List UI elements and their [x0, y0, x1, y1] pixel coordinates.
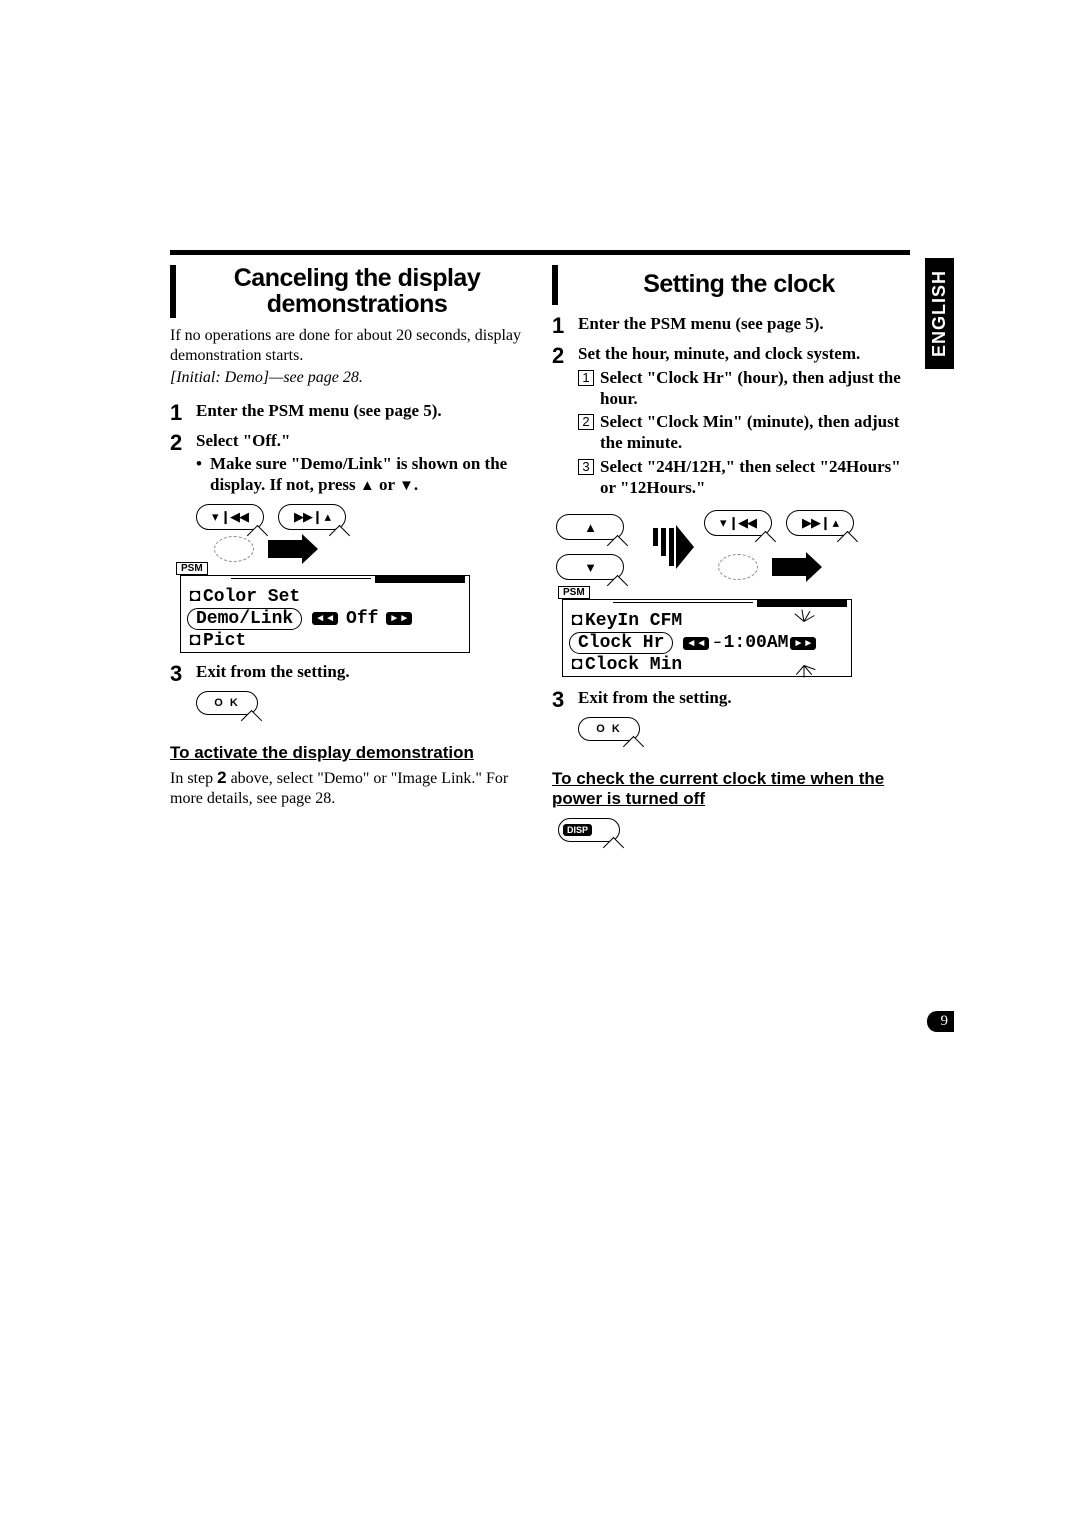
- page-number: 9: [927, 1011, 955, 1032]
- down-icon: ▼: [584, 560, 596, 575]
- section-title-cancel-demo: Canceling the display demonstrations: [186, 265, 528, 318]
- up-marker-icon: ◘: [569, 611, 585, 631]
- section-title-clock: Setting the clock: [568, 265, 910, 305]
- bullet-marker: •: [196, 453, 210, 496]
- lcd-value: 1:00AM: [724, 633, 789, 653]
- sunburst-icon: [775, 654, 845, 676]
- prev-icon: ▾ ❙◀◀: [212, 509, 248, 525]
- next-chip-icon: ►►: [386, 612, 412, 625]
- step-2-bullet: Make sure "Demo/Link" is shown on the di…: [210, 453, 528, 496]
- step-number: 1: [170, 400, 196, 424]
- triangle-up-icon: ▲: [360, 478, 375, 494]
- next-chip-icon: ►►: [790, 637, 816, 650]
- ok-button[interactable]: O K: [578, 717, 640, 741]
- sub-2-text: Select "Clock Min" (minute), then adjust…: [600, 411, 910, 454]
- subhead-check-clock: To check the current clock time when the…: [552, 769, 910, 810]
- lcd-row-top: Color Set: [203, 587, 463, 607]
- right-column: Setting the clock 1 Enter the PSM menu (…: [552, 265, 910, 842]
- step-1-text: Enter the PSM menu (see page 5).: [196, 400, 528, 421]
- step-number: 3: [552, 687, 578, 711]
- manual-page: ENGLISH Canceling the display demonstrat…: [170, 250, 910, 842]
- lcd-row-top: KeyIn CFM: [585, 611, 775, 631]
- lcd-row-bottom: Pict: [203, 631, 463, 651]
- language-tab: ENGLISH: [925, 258, 954, 369]
- step-number: 1: [552, 313, 578, 337]
- intro-ref: [Initial: Demo]—see page 28.: [170, 368, 528, 388]
- disp-button[interactable]: DISP: [558, 818, 620, 842]
- next-track-button[interactable]: ▶▶❙ ▴: [278, 504, 346, 530]
- big-arrow-icon: [652, 514, 694, 580]
- up-icon: ▲: [584, 520, 596, 535]
- subhead-activate-demo: To activate the display demonstration: [170, 743, 528, 763]
- step-3-text: Exit from the setting.: [196, 661, 528, 682]
- ok-button[interactable]: O K: [196, 691, 258, 715]
- prev-track-button[interactable]: ▾ ❙◀◀: [196, 504, 264, 530]
- step-number: 3: [170, 661, 196, 685]
- lcd-display-clock: ◘ KeyIn CFM Clock Hr ◄◄: [562, 599, 852, 677]
- lcd-selected: Clock Hr: [569, 632, 673, 654]
- lcd-selected: Demo/Link: [187, 608, 302, 630]
- clock-step-3: Exit from the setting.: [578, 687, 910, 708]
- up-button[interactable]: ▲: [556, 514, 624, 540]
- lcd-display-demo: ◘ Color Set Demo/Link ◄◄ Off ►► ◘ Pict: [180, 575, 470, 653]
- step-number: 2: [170, 430, 196, 454]
- prev-icon: ▾ ❙◀◀: [720, 515, 756, 531]
- top-rule: [170, 250, 910, 255]
- prev-track-button[interactable]: ▾ ❙◀◀: [704, 510, 772, 536]
- clock-step-2: Set the hour, minute, and clock system.: [578, 343, 910, 364]
- down-button[interactable]: ▼: [556, 554, 624, 580]
- triangle-down-icon: ▼: [399, 478, 414, 494]
- sub-box-2: 2: [578, 414, 594, 430]
- next-track-button[interactable]: ▶▶❙ ▴: [786, 510, 854, 536]
- sub-1-text: Select "Clock Hr" (hour), then adjust th…: [600, 367, 910, 410]
- down-marker-icon: ◘: [569, 655, 585, 675]
- clock-step-1: Enter the PSM menu (see page 5).: [578, 313, 910, 334]
- section-bar: [552, 265, 558, 305]
- next-icon: ▶▶❙ ▴: [294, 509, 330, 525]
- lcd-row-bottom: Clock Min: [585, 655, 775, 675]
- disp-label: DISP: [563, 824, 592, 836]
- intro-text: If no operations are done for about 20 s…: [170, 326, 528, 366]
- down-marker-icon: ◘: [187, 631, 203, 651]
- direction-arrow-icon: [718, 550, 808, 584]
- up-marker-icon: ◘: [187, 587, 203, 607]
- sub-box-1: 1: [578, 370, 594, 386]
- left-column: Canceling the display demonstrations If …: [170, 265, 528, 842]
- lcd-tab: PSM: [176, 562, 208, 575]
- sub-box-3: 3: [578, 459, 594, 475]
- prev-chip-icon: ◄◄: [312, 612, 338, 625]
- prev-chip-icon: ◄◄: [683, 637, 709, 650]
- activate-demo-text: In step 2 above, select "Demo" or "Image…: [170, 767, 528, 809]
- lcd-value: Off: [346, 609, 378, 629]
- sunburst-icon: [775, 610, 845, 632]
- next-icon: ▶▶❙ ▴: [802, 515, 838, 531]
- direction-arrow-icon: [214, 532, 304, 566]
- section-bar: [170, 265, 176, 318]
- step-2-text: Select "Off.": [196, 430, 528, 451]
- sub-3-text: Select "24H/12H," then select "24Hours" …: [600, 456, 910, 499]
- lcd-tab: PSM: [558, 586, 590, 599]
- step-number: 2: [552, 343, 578, 367]
